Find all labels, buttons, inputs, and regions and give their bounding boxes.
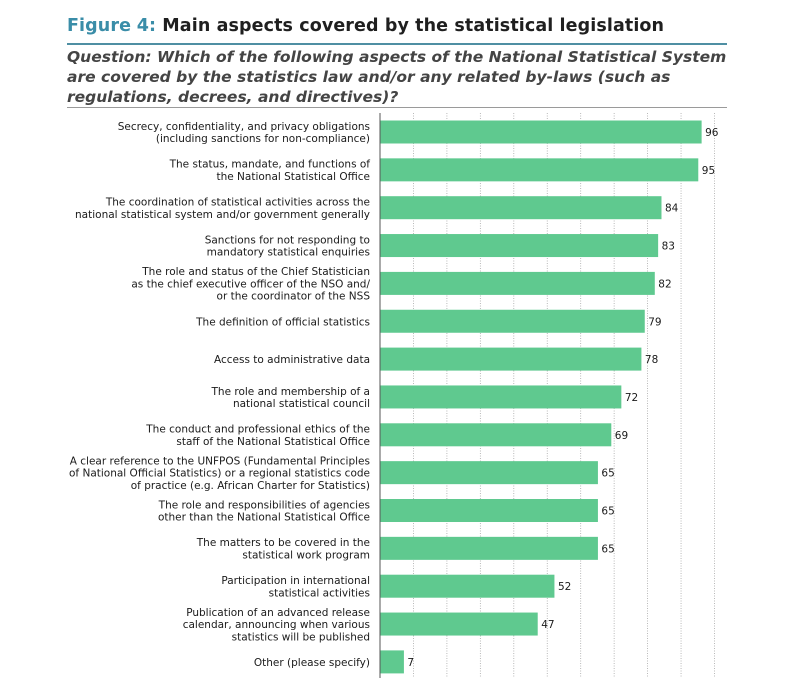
bar xyxy=(380,574,555,598)
bar xyxy=(380,271,655,295)
figure-number: 4: xyxy=(136,16,157,36)
data-label: 47 xyxy=(541,619,554,631)
category-label: The coordination of statistical activiti… xyxy=(105,197,370,209)
title-rule xyxy=(67,43,727,45)
bar xyxy=(380,309,645,333)
figure-label-word: Figure xyxy=(67,16,132,36)
data-label: 95 xyxy=(702,165,715,177)
data-label: 69 xyxy=(615,430,628,442)
category-label: the National Statistical Office xyxy=(216,171,370,183)
category-label: statistical activities xyxy=(269,587,370,599)
category-label: statistical work program xyxy=(242,550,370,562)
category-label: The role and responsibilities of agencie… xyxy=(158,499,370,511)
data-label: 82 xyxy=(658,278,671,290)
bar xyxy=(380,650,404,674)
category-label: statistics will be published xyxy=(232,631,370,643)
bar xyxy=(380,612,538,636)
category-label: Secrecy, confidentiality, and privacy ob… xyxy=(118,121,370,133)
data-label: 7 xyxy=(407,657,414,669)
data-label: 52 xyxy=(558,581,571,593)
category-label: The role and status of the Chief Statist… xyxy=(141,266,370,278)
question-text: Question: Which of the following aspects… xyxy=(67,48,727,106)
bar xyxy=(380,536,598,560)
figure-title: Figure 4: Main aspects covered by the st… xyxy=(67,16,664,36)
data-label: 65 xyxy=(601,543,614,555)
data-label: 65 xyxy=(601,468,614,480)
bar xyxy=(380,385,622,409)
bar xyxy=(380,196,662,220)
category-label: of National Official Statistics) or a re… xyxy=(69,468,370,480)
bar xyxy=(380,234,659,258)
question-rule xyxy=(67,107,727,108)
category-label: A clear reference to the UNFPOS (Fundame… xyxy=(70,455,370,467)
data-label: 79 xyxy=(648,316,661,328)
data-label: 84 xyxy=(665,203,679,215)
bar xyxy=(380,158,699,182)
category-label: of practice (e.g. African Charter for St… xyxy=(131,480,370,492)
figure-label: Figure 4: xyxy=(67,16,156,36)
category-label: staff of the National Statistical Office xyxy=(176,436,370,448)
data-label: 65 xyxy=(601,506,614,518)
category-label: or the coordinator of the NSS xyxy=(217,291,371,303)
figure-title-text: Main aspects covered by the statistical … xyxy=(162,16,665,36)
category-label: as the chief executive officer of the NS… xyxy=(131,278,370,290)
data-label: 83 xyxy=(662,241,675,253)
bar xyxy=(380,461,598,485)
data-label: 72 xyxy=(625,392,638,404)
category-label: calendar, announcing when various xyxy=(183,619,370,631)
category-label: The matters to be covered in the xyxy=(196,537,370,549)
category-label: Publication of an advanced release xyxy=(186,607,370,619)
data-label: 78 xyxy=(645,354,658,366)
bar xyxy=(380,120,702,144)
category-label: The definition of official statistics xyxy=(195,316,370,328)
category-label: (including sanctions for non-compliance) xyxy=(156,133,370,145)
category-label: Participation in international xyxy=(221,575,370,587)
category-label: Other (please specify) xyxy=(254,657,370,669)
category-label: Sanctions for not responding to xyxy=(205,234,370,246)
bar xyxy=(380,499,598,522)
category-label: national statistical council xyxy=(233,398,370,410)
category-label: national statistical system and/or gover… xyxy=(75,209,370,221)
category-label: The role and membership of a xyxy=(211,386,370,398)
category-label: other than the National Statistical Offi… xyxy=(158,512,370,524)
category-label: The status, mandate, and functions of xyxy=(169,159,371,171)
bar xyxy=(380,347,642,371)
category-label: Access to administrative data xyxy=(214,354,370,366)
category-label: The conduct and professional ethics of t… xyxy=(145,424,370,436)
data-label: 96 xyxy=(705,127,719,139)
bar xyxy=(380,423,612,447)
category-label: mandatory statistical enquiries xyxy=(207,247,370,259)
